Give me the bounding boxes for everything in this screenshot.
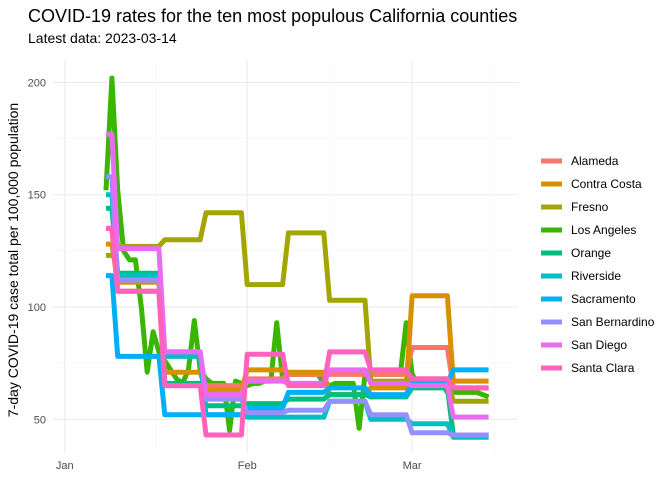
x-tick-label: Feb [238,460,257,472]
chart-subtitle: Latest data: 2023-03-14 [28,30,177,46]
legend-label-fresno: Fresno [571,200,609,214]
axis-ticks: 50 100 150 200 Jan Feb Mar [28,77,422,472]
legend-label-orange: Orange [571,246,611,260]
y-axis-title: 7-day COVID-19 case total per 100,000 po… [5,103,21,417]
y-tick-label: 150 [28,190,46,202]
y-tick-label: 200 [28,77,46,89]
y-tick-label: 100 [28,302,46,314]
legend-label-los-angeles: Los Angeles [571,223,636,237]
legend-label-alameda: Alameda [571,154,619,168]
series-lines [103,75,490,440]
legend-label-sacramento: Sacramento [571,292,636,306]
x-tick-label: Jan [56,460,74,472]
series-line-santa-clara [106,225,489,438]
y-tick-label: 50 [34,414,46,426]
legend-label-san-diego: San Diego [571,338,627,352]
legend-label-san-bernardino: San Bernardino [571,315,655,329]
chart-title: COVID-19 rates for the ten most populous… [28,6,517,26]
legend-label-contra-costa: Contra Costa [571,177,642,191]
x-tick-label: Mar [403,460,422,472]
legend-label-santa-clara: Santa Clara [571,361,635,375]
legend-label-riverside: Riverside [571,269,621,283]
legend: Alameda Contra Costa Fresno Los Angeles Oran… [541,154,655,375]
